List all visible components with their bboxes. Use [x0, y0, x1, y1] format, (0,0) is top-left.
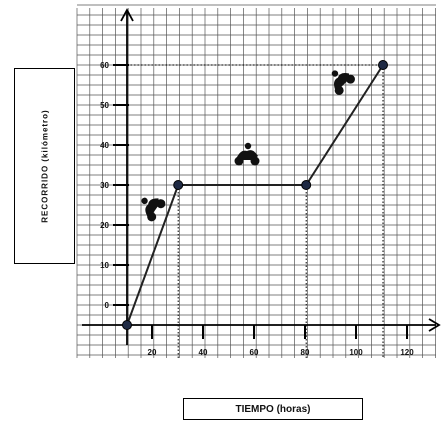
motorcycle-icon — [234, 142, 260, 166]
x-tick-label: 120 — [400, 348, 414, 357]
motorcycle-icon — [331, 70, 355, 95]
series-line — [126, 64, 384, 326]
y-tick-label: 30 — [100, 181, 109, 190]
grid — [76, 4, 436, 358]
x-tick-label: 60 — [250, 348, 259, 357]
data-point — [378, 60, 388, 70]
x-tick-label: 80 — [301, 348, 310, 357]
y-tick-label: 60 — [100, 61, 109, 70]
y-tick-label: 10 — [100, 261, 109, 270]
motorcycle-icon — [141, 197, 166, 222]
y-axis-arrow — [120, 8, 134, 22]
x-axis-label: TIEMPO (horas) — [235, 403, 311, 415]
x-tick-label: 100 — [349, 348, 363, 357]
icons — [141, 70, 355, 222]
y-tick-label: 50 — [100, 101, 109, 110]
y-axis-label-box: RECORRIDO (kilómetro) — [14, 68, 75, 264]
ticks: 0 10 20 30 40 50 60 20 40 60 80 100 120 — [100, 61, 414, 357]
y-axis-label: RECORRIDO (kilómetro) — [40, 109, 49, 223]
x-tick-label: 20 — [148, 348, 157, 357]
x-tick-label: 40 — [199, 348, 208, 357]
x-axis-label-box: TIEMPO (horas) — [183, 398, 363, 420]
x-axis-arrow — [428, 318, 441, 332]
data-point — [122, 320, 132, 330]
y-tick-label: 20 — [100, 221, 109, 230]
y-tick-label: 40 — [100, 141, 109, 150]
guide-lines — [127, 64, 384, 358]
axes — [82, 8, 441, 345]
data-point — [173, 180, 184, 190]
data-point — [301, 180, 312, 190]
markers — [122, 60, 388, 330]
y-tick-label: 0 — [105, 301, 110, 310]
series — [126, 64, 384, 326]
